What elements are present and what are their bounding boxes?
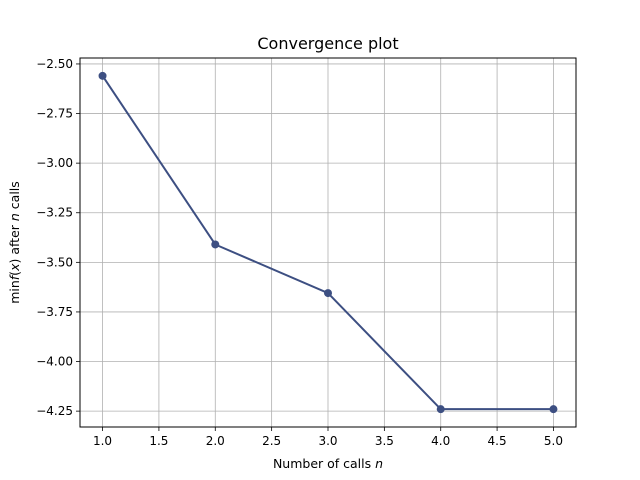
y-tick-label: −4.00 (36, 355, 73, 369)
y-axis-label: minf(x) after n calls (7, 181, 22, 304)
ticks: 1.0 1.5 2.0 2.5 3.0 3.5 4.0 4.5 5.0 −2.50 −2.75 −3.… (36, 57, 563, 448)
x-tick-label: 4.5 (488, 434, 507, 448)
data-point (436, 405, 445, 414)
x-tick-label: 5.0 (544, 434, 563, 448)
x-tick-label: 4.0 (431, 434, 450, 448)
x-tick-label: 3.5 (375, 434, 394, 448)
x-axis-label: Number of calls n (273, 456, 383, 471)
y-tick-label: −3.75 (36, 305, 73, 319)
data-point (324, 289, 332, 298)
chart-title: Convergence plot (257, 34, 398, 53)
data-point (211, 240, 220, 249)
y-tick-label: −4.25 (36, 404, 73, 418)
x-tick-label: 1.0 (93, 434, 112, 448)
data-point (98, 71, 107, 80)
y-tick-label: −2.50 (36, 57, 73, 71)
y-tick-label: −3.25 (36, 206, 73, 220)
x-tick-label: 3.0 (318, 434, 337, 448)
data-point (549, 405, 558, 414)
y-tick-label: −3.50 (36, 255, 73, 269)
grid (80, 58, 576, 427)
x-tick-label: 2.5 (262, 434, 281, 448)
x-tick-label: 2.0 (206, 434, 225, 448)
series-layer (98, 71, 558, 414)
y-tick-label: −3.00 (36, 156, 73, 170)
x-tick-label: 1.5 (149, 434, 168, 448)
y-tick-label: −2.75 (36, 107, 73, 121)
